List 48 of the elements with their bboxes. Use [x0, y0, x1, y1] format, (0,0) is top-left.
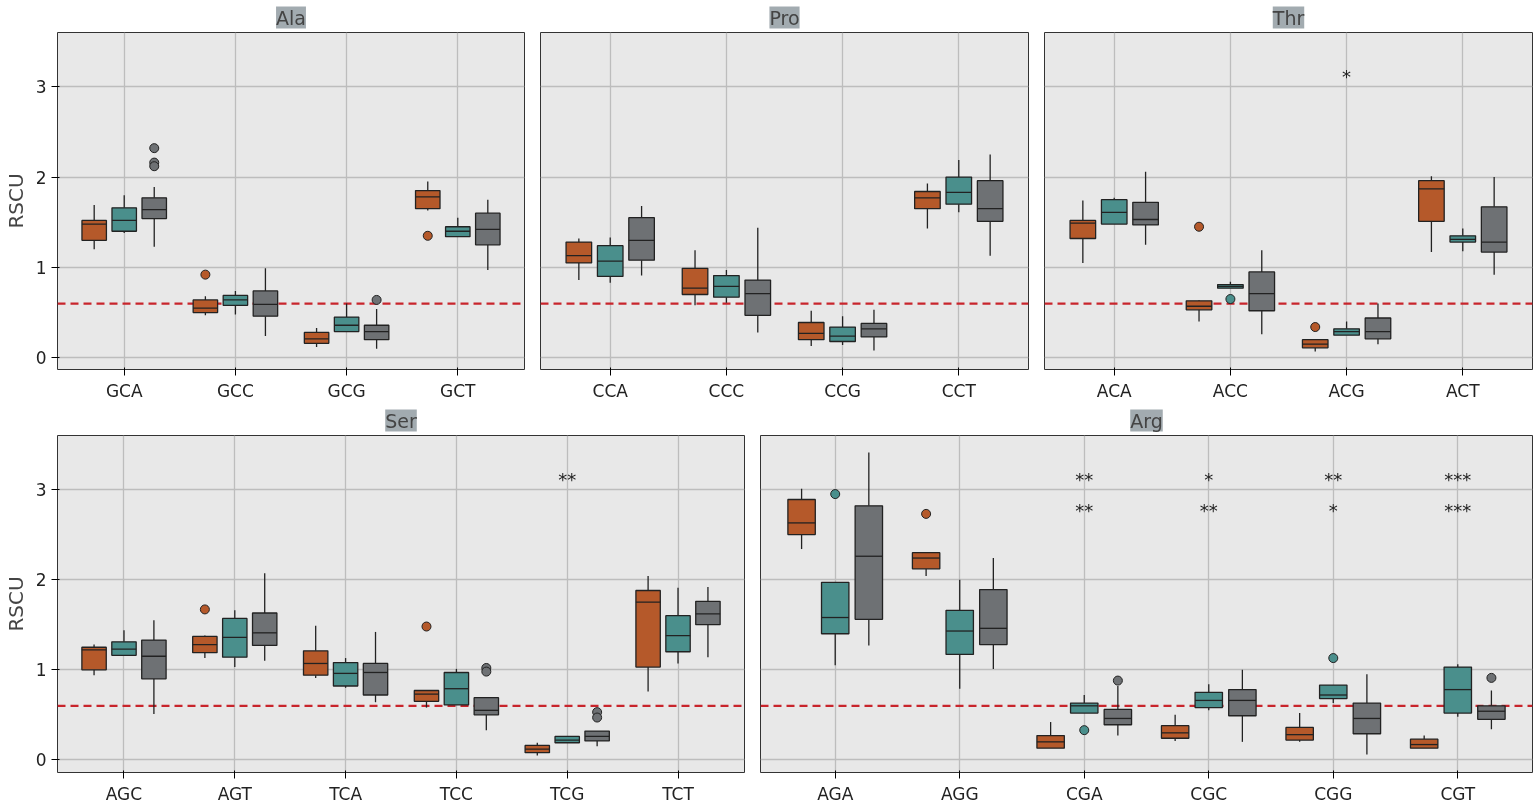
annotation: **	[1199, 500, 1218, 522]
chart-title: Ser	[385, 409, 417, 432]
x-tick-label: ACA	[1096, 380, 1132, 401]
x-tick-label: GCG	[327, 380, 366, 401]
y-tick-label: 1	[35, 660, 47, 681]
x-tick-label: TCA	[328, 783, 363, 804]
x-tick-label: GCA	[105, 380, 143, 401]
y-tick-label: 3	[35, 480, 47, 501]
chart-title: Pro	[769, 6, 800, 29]
annotation: **	[1075, 500, 1094, 522]
y-axis-title: RSCU	[3, 173, 28, 229]
x-tick-label: AGG	[940, 783, 979, 804]
y-axis-title: RSCU	[3, 576, 28, 632]
y-tick-label: 2	[35, 570, 47, 591]
y-tick-label: 0	[35, 750, 47, 771]
chart-title: Arg	[1130, 409, 1163, 432]
y-tick-label: 2	[35, 167, 47, 188]
x-tick-label: CCC	[708, 380, 745, 401]
x-tick-label: AGT	[217, 783, 253, 804]
x-tick-label: ACG	[1328, 380, 1365, 401]
annotation: **	[558, 468, 577, 490]
annotation: *	[1328, 500, 1338, 522]
x-tick-label: TCC	[438, 783, 473, 804]
annotation: **	[1075, 468, 1094, 490]
x-tick-label: AGA	[817, 783, 854, 804]
x-tick-label: ACT	[1445, 380, 1481, 401]
y-tick-label: 3	[35, 77, 47, 98]
x-tick-label: GCT	[440, 380, 477, 401]
x-tick-label: CCG	[824, 380, 862, 401]
x-tick-label: CCT	[941, 380, 977, 401]
annotation: *	[1342, 65, 1352, 87]
x-tick-label: GCC	[216, 380, 254, 401]
annotation: **	[1324, 468, 1343, 490]
chart-title: Ala	[276, 6, 306, 29]
x-tick-label: CGT	[1440, 783, 1476, 804]
x-tick-label: CGG	[1314, 783, 1353, 804]
x-tick-label: CCA	[592, 380, 629, 401]
y-tick-label: 1	[35, 257, 47, 278]
x-tick-label: TCT	[661, 783, 695, 804]
annotation: *	[1204, 468, 1214, 490]
annotation: ***	[1444, 500, 1472, 522]
x-tick-label: CGA	[1065, 783, 1103, 804]
x-tick-label: TCG	[548, 783, 585, 804]
annotation: ***	[1444, 468, 1472, 490]
x-tick-label: CGC	[1190, 783, 1228, 804]
y-tick-label: 0	[35, 348, 47, 369]
x-tick-label: AGC	[105, 783, 143, 804]
x-tick-label: ACC	[1212, 380, 1248, 401]
